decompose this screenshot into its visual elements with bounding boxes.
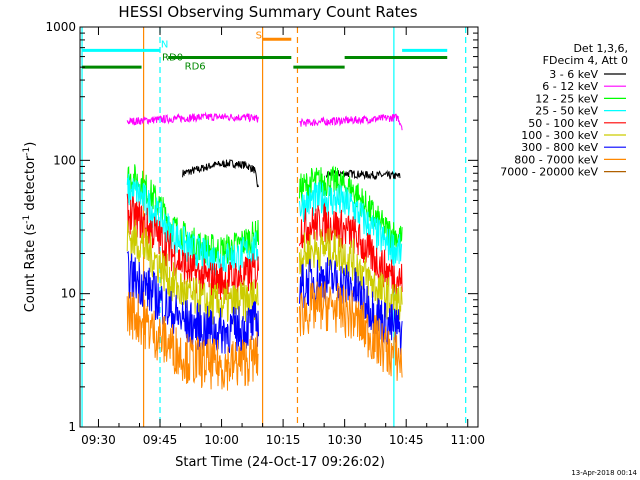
y-tick-label-3: 1000 bbox=[45, 20, 76, 34]
legend-entry-5: 100 - 300 keV bbox=[521, 129, 598, 142]
y-axis-label-tail: detector bbox=[23, 155, 38, 215]
bar-label-2: RD6 bbox=[185, 62, 206, 73]
series-line-6-0 bbox=[126, 250, 259, 354]
timestamp: 13-Apr-2018 00:14 bbox=[571, 469, 637, 477]
series-line-0-0 bbox=[182, 159, 259, 188]
legend-entry-8: 7000 - 20000 keV bbox=[500, 166, 598, 179]
y-tick-label-1: 10 bbox=[61, 287, 76, 301]
x-axis-label: Start Time (24-Oct-17 09:26:02) bbox=[175, 455, 385, 470]
x-tick-label-1: 09:45 bbox=[143, 433, 178, 447]
x-tick-label-4: 10:30 bbox=[327, 433, 362, 447]
series-line-1-1 bbox=[299, 113, 403, 131]
y-axis-label-sup: -1 bbox=[22, 215, 32, 224]
legend-entry-6: 300 - 800 keV bbox=[521, 141, 598, 154]
y-axis-label-sup2: -1 bbox=[22, 147, 32, 156]
legend-entry-0: 3 - 6 keV bbox=[549, 68, 598, 81]
legend-entry-4: 50 - 100 keV bbox=[528, 117, 598, 130]
legend-header-0: Det 1,3,6, bbox=[573, 42, 628, 55]
series-line-7-1 bbox=[299, 281, 403, 381]
legend-entry-7: 800 - 7000 keV bbox=[514, 153, 598, 166]
y-axis-label-end: ) bbox=[23, 142, 38, 147]
bar-label-3: S bbox=[256, 30, 262, 41]
series-line-4-1 bbox=[299, 202, 403, 298]
bar-label-0: N bbox=[161, 40, 168, 51]
chart-title: HESSI Observing Summary Count Rates bbox=[118, 3, 417, 21]
x-axis-ticks: 09:30 09:45 10:00 10:15 10:30 10:45 11:00 bbox=[81, 27, 485, 447]
series-line-2-1 bbox=[299, 165, 403, 251]
bar-label-1: RD0 bbox=[162, 53, 183, 64]
y-axis-label: Count Rate (s-1 detector-1) bbox=[22, 142, 38, 313]
x-tick-label-0: 09:30 bbox=[81, 433, 116, 447]
plot-frame bbox=[79, 26, 479, 428]
series-line-5-0 bbox=[126, 219, 259, 326]
series-line-3-0 bbox=[126, 173, 259, 277]
x-tick-label-2: 10:00 bbox=[204, 433, 239, 447]
series-line-7-0 bbox=[126, 291, 259, 391]
series-line-3-1 bbox=[299, 181, 403, 267]
series-lines bbox=[126, 111, 403, 391]
series-line-4-0 bbox=[126, 193, 259, 300]
x-tick-label-3: 10:15 bbox=[266, 433, 301, 447]
legend-entry-3: 25 - 50 keV bbox=[535, 105, 598, 118]
y-axis-label-main: Count Rate (s bbox=[23, 224, 38, 313]
y-tick-label-0: 1 bbox=[68, 420, 76, 434]
y-axis-ticks: 1 10 100 1000 bbox=[45, 20, 478, 434]
legend-header-1: FDecim 4, Att 0 bbox=[543, 54, 628, 67]
x-tick-label-6: 11:00 bbox=[450, 433, 485, 447]
legend-entry-1: 6 - 12 keV bbox=[542, 80, 598, 93]
series-line-1-0 bbox=[126, 111, 259, 126]
y-tick-label-2: 100 bbox=[53, 153, 76, 167]
x-tick-label-5: 10:45 bbox=[389, 433, 424, 447]
legend-entry-2: 12 - 25 keV bbox=[535, 92, 598, 105]
series-line-0-1 bbox=[325, 169, 401, 181]
series-line-5-1 bbox=[299, 227, 403, 325]
